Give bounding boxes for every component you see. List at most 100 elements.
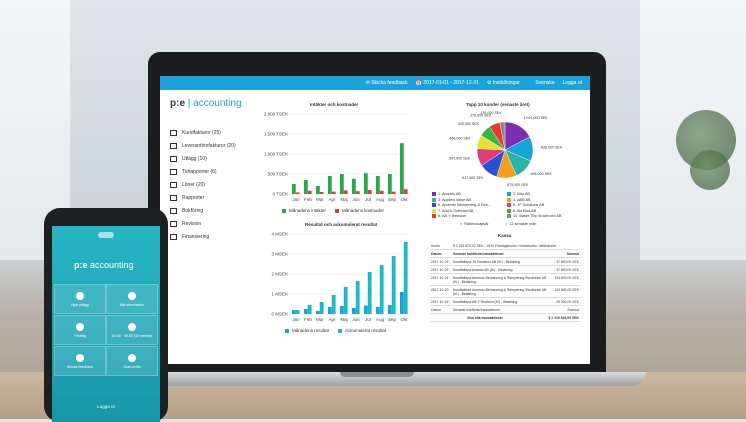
- x-tick-label: Jan: [292, 317, 300, 322]
- background-plant: [690, 150, 730, 190]
- table-row[interactable]: 2017-10-19 Kundfaktura AB Y Revision (Kr)…: [430, 298, 580, 306]
- pie-slice-label: 679,000 SEK: [507, 183, 529, 187]
- phone-tile-label: Nytt utlägg: [71, 303, 89, 307]
- sidebar-item[interactable]: Rapporter: [170, 191, 250, 204]
- sidebar-item[interactable]: Revision: [170, 217, 250, 230]
- bar: [307, 190, 312, 194]
- legend-swatch: [338, 328, 343, 333]
- sidebar-item[interactable]: Finansiering: [170, 230, 250, 243]
- report-icon: [170, 194, 177, 201]
- period-radio-fiscal[interactable]: ○ Räkenskapsår: [460, 222, 489, 226]
- bar: [375, 307, 380, 314]
- phone-tile[interactable]: Skicka feedback: [54, 346, 106, 376]
- x-tick-label: Mar: [316, 197, 324, 202]
- phone-tile-label: Skicka feedback: [66, 365, 94, 369]
- table-row[interactable]: 2017-10-23 Kundfaktura 19 Solutions AB (K…: [430, 258, 580, 266]
- pie-slice-label: 376,000 SEK: [470, 114, 492, 118]
- bar: [399, 292, 404, 314]
- legend-swatch: [507, 203, 511, 208]
- sidebar-item[interactable]: Utlägg (10): [170, 152, 250, 165]
- table-row[interactable]: 2017-10-21 Kundfaktura Amendo Bemanning &…: [430, 274, 580, 286]
- show-all-link[interactable]: Visa alla transaktioner: [467, 315, 503, 320]
- chart-resultat: 0 MSEK 1 MSEK 2 MSEK 3 MSEK 4 MSEK Jan Feb Mar A…: [271, 232, 410, 322]
- bar: [331, 295, 336, 314]
- x-tick-label: Feb: [304, 317, 312, 322]
- bar: [351, 178, 356, 194]
- kassa-table: Konto $ 1 315 623,00 SEK - 1930 Företags…: [430, 242, 580, 322]
- legend-label: 2. Bdo AB: [513, 192, 530, 196]
- y-tick-label: 1,500 TSEK: [264, 132, 288, 137]
- x-tick-label: Sep: [388, 197, 397, 202]
- feedback-link[interactable]: ✉ Skicka feedback: [365, 80, 408, 86]
- period-radio-12m[interactable]: ○ 12 senaste mån: [505, 222, 537, 226]
- table-row[interactable]: 2017-10-20 Kundfaktura Amendo Bemanning &…: [430, 286, 580, 298]
- bar: [367, 272, 372, 314]
- phone-tile-label: Scan kvitto: [123, 365, 141, 369]
- y-tick-label: 1 MSEK: [271, 292, 288, 297]
- y-tick-label: 0 MSEK: [271, 312, 288, 317]
- pie-legend-entry: 4. ABB AB: [507, 197, 531, 202]
- sidebar-item-label: Rapporter: [182, 194, 205, 201]
- pie-legend-entry: 5. Amendo Bemanning & Rek...: [432, 203, 491, 208]
- bar: [363, 305, 368, 314]
- table-footer: Datum Senaste bokförda transaktioner Sum…: [430, 306, 580, 314]
- settings-link[interactable]: ⚙ Inställningar: [486, 80, 520, 86]
- invoice-icon: [170, 142, 177, 149]
- table-row[interactable]: 2017-10-22 Kundfaktura Acando AB (Kr) - B…: [430, 266, 580, 274]
- bar: [343, 287, 348, 314]
- konto-select-row[interactable]: Konto $ 1 315 623,00 SEK - 1930 Företags…: [430, 242, 580, 250]
- x-tick-label: Jun: [352, 317, 360, 322]
- chart-intakter-kostnader: 0 TSEK 500 TSEK 1,000 TSEK 1,500 TSEK 2,000 …: [264, 112, 410, 202]
- legend-label: 1. Acando AB: [438, 192, 461, 196]
- legend-swatch: [335, 208, 340, 213]
- bar: [343, 190, 348, 194]
- sidebar-item[interactable]: Kundfakturor (25): [170, 126, 250, 139]
- legend-label: 8. Atr Elva AB: [513, 208, 537, 213]
- feedback-icon: [76, 354, 84, 362]
- kassa-title: Kassa: [498, 233, 512, 238]
- bar: [367, 190, 372, 194]
- phone-tile[interactable]: Nytt utlägg: [54, 284, 106, 314]
- invoice-icon: [170, 129, 177, 136]
- pie-legend-entry: 8. Atr Elva AB: [507, 208, 537, 213]
- phone-tile[interactable]: Min information: [106, 284, 158, 314]
- legend-label: 7. Add & Subtract AB: [438, 208, 474, 213]
- sidebar-item-label: Leverantörsfakturor (20): [182, 142, 236, 149]
- receipt-icon: [170, 155, 177, 162]
- phone-tile[interactable]: 00.00 · 09.00 (10 timmar): [106, 315, 158, 345]
- toggle-switch[interactable]: [98, 232, 114, 238]
- bar: [375, 176, 380, 194]
- sidebar-item[interactable]: Löner (20): [170, 178, 250, 191]
- pie-legend-entry: 9. AB Y Revision: [432, 214, 466, 219]
- x-tick-label: Jan: [292, 197, 300, 202]
- phone-tile[interactable]: Företag: [54, 315, 106, 345]
- pie-slice-label: 468,000 SEK: [449, 136, 471, 140]
- legend-label: 6. 1F Solutions AB: [513, 203, 545, 208]
- legend-swatch: [282, 208, 286, 213]
- phone-tile[interactable]: Scan kvitto: [106, 346, 158, 376]
- phone-logout-button[interactable]: Logga ut: [97, 404, 115, 409]
- bar: [387, 174, 392, 194]
- table-cell: 2017-10-22: [431, 267, 449, 272]
- legend-label: 10. Baker Tilly Stockholm AB: [513, 214, 562, 219]
- period-selector[interactable]: 📅 2017-01-01 - 2017-12-31: [415, 80, 479, 86]
- finance-icon: [170, 233, 177, 240]
- calendar-icon: [170, 220, 177, 227]
- kassa-rows: 2017-10-23 Kundfaktura 19 Solutions AB (K…: [430, 258, 580, 306]
- phone-tile-label: 00.00 · 09.00 (10 timmar): [111, 334, 153, 338]
- clock-icon: [170, 168, 177, 175]
- x-tick-label: Jul: [365, 317, 371, 322]
- logout-link[interactable]: Logga ut: [562, 80, 582, 86]
- legend-swatch: [432, 192, 436, 196]
- language-selector[interactable]: 🌐 Svenska: [527, 80, 555, 86]
- pie-slice-label: 696,000 SEK: [531, 172, 553, 176]
- person-icon: [128, 292, 136, 300]
- table-cell: 2017-10-20: [431, 287, 449, 292]
- table-cell: Kundfaktura AB Y Revision (Kr) - Betalni…: [453, 299, 518, 304]
- sidebar-item[interactable]: Leverantörsfakturor (20): [170, 139, 250, 152]
- x-tick-label: Jul: [365, 197, 371, 202]
- sidebar-item[interactable]: Bokföring: [170, 204, 250, 217]
- table-cell: Kundfaktura Amendo Bemanning & Rekryteri…: [453, 275, 547, 284]
- sidebar-item[interactable]: Tidrapporter (6): [170, 165, 250, 178]
- legend-swatch: [432, 208, 436, 213]
